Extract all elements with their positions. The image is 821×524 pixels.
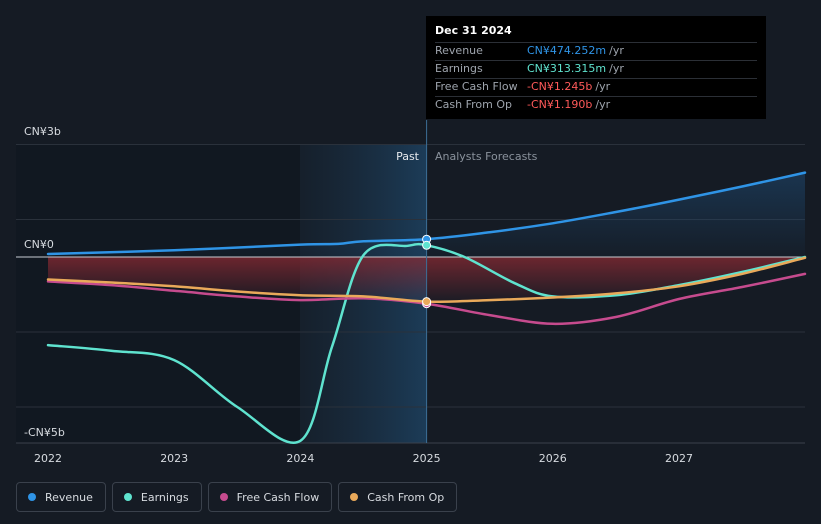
y-tick-label: -CN¥5b — [24, 426, 65, 439]
x-tick-label: 2025 — [413, 452, 441, 465]
y-tick-label: CN¥0 — [24, 238, 54, 251]
series-line-revenue — [46, 171, 807, 256]
tooltip-label: Cash From Op — [435, 98, 513, 111]
positive-area-fill — [48, 172, 805, 257]
tooltip-row-cash-from-op: Cash From Op -CN¥1.190b /yr — [435, 96, 757, 114]
cash-from-op-dot-icon — [350, 493, 359, 501]
history-background — [16, 145, 300, 443]
legend-label: Revenue — [45, 490, 93, 504]
legend-label: Free Cash Flow — [236, 490, 320, 504]
legend-item-revenue[interactable]: Revenue — [16, 482, 106, 512]
marker-earnings — [422, 240, 432, 250]
legend-label: Earnings — [140, 490, 189, 504]
tooltip-value: CN¥474.252m — [527, 44, 607, 57]
earnings-dot-icon — [123, 493, 132, 501]
y-tick-label: CN¥3b — [24, 125, 61, 138]
tooltip-value: CN¥313.315m — [527, 62, 607, 75]
legend-item-earnings[interactable]: Earnings — [111, 482, 202, 512]
legend-item-cash-from-op[interactable]: Cash From Op — [338, 482, 458, 512]
chart: CN¥3b CN¥0 -CN¥5b 2022 2023 2024 2025 2026 2027… — [16, 120, 807, 465]
x-tick-label: 2023 — [160, 452, 188, 465]
tooltip-value: -CN¥1.245b — [527, 80, 593, 93]
x-tick-label: 2026 — [539, 452, 567, 465]
tooltip-value: -CN¥1.190b — [527, 98, 593, 111]
tooltip-label: Earnings — [435, 62, 483, 75]
tooltip: Dec 31 2024 Revenue CN¥474.252m /yr Earn… — [426, 16, 766, 119]
tooltip-date: Dec 31 2024 — [435, 24, 512, 37]
past-label: Past — [396, 150, 420, 163]
tooltip-unit: /yr — [609, 44, 624, 57]
revenue-dot-icon — [28, 493, 36, 501]
forecast-label: Analysts Forecasts — [435, 150, 538, 163]
marker-cash-from-op — [422, 297, 432, 307]
legend-item-free-cash-flow[interactable]: Free Cash Flow — [207, 482, 333, 512]
series-line-free-cash-flow — [46, 272, 807, 326]
tooltip-unit: /yr — [595, 80, 611, 93]
tooltip-row-earnings: Earnings CN¥313.315m /yr — [435, 60, 757, 78]
free-cash-flow-dot-icon — [219, 493, 228, 501]
tooltip-label: Revenue — [435, 44, 483, 57]
tooltip-label: Free Cash Flow — [435, 80, 518, 93]
tooltip-unit: /yr — [609, 62, 624, 75]
tooltip-row-free-cash-flow: Free Cash Flow -CN¥1.245b /yr — [435, 78, 757, 96]
x-tick-label: 2022 — [34, 452, 62, 465]
legend: Revenue Earnings Free Cash Flow Cash Fro… — [16, 482, 458, 512]
tooltip-unit: /yr — [595, 98, 611, 111]
x-tick-label: 2027 — [665, 452, 693, 465]
x-tick-label: 2024 — [286, 452, 314, 465]
tooltip-row-revenue: Revenue CN¥474.252m /yr — [435, 42, 757, 60]
legend-label: Cash From Op — [367, 490, 445, 504]
